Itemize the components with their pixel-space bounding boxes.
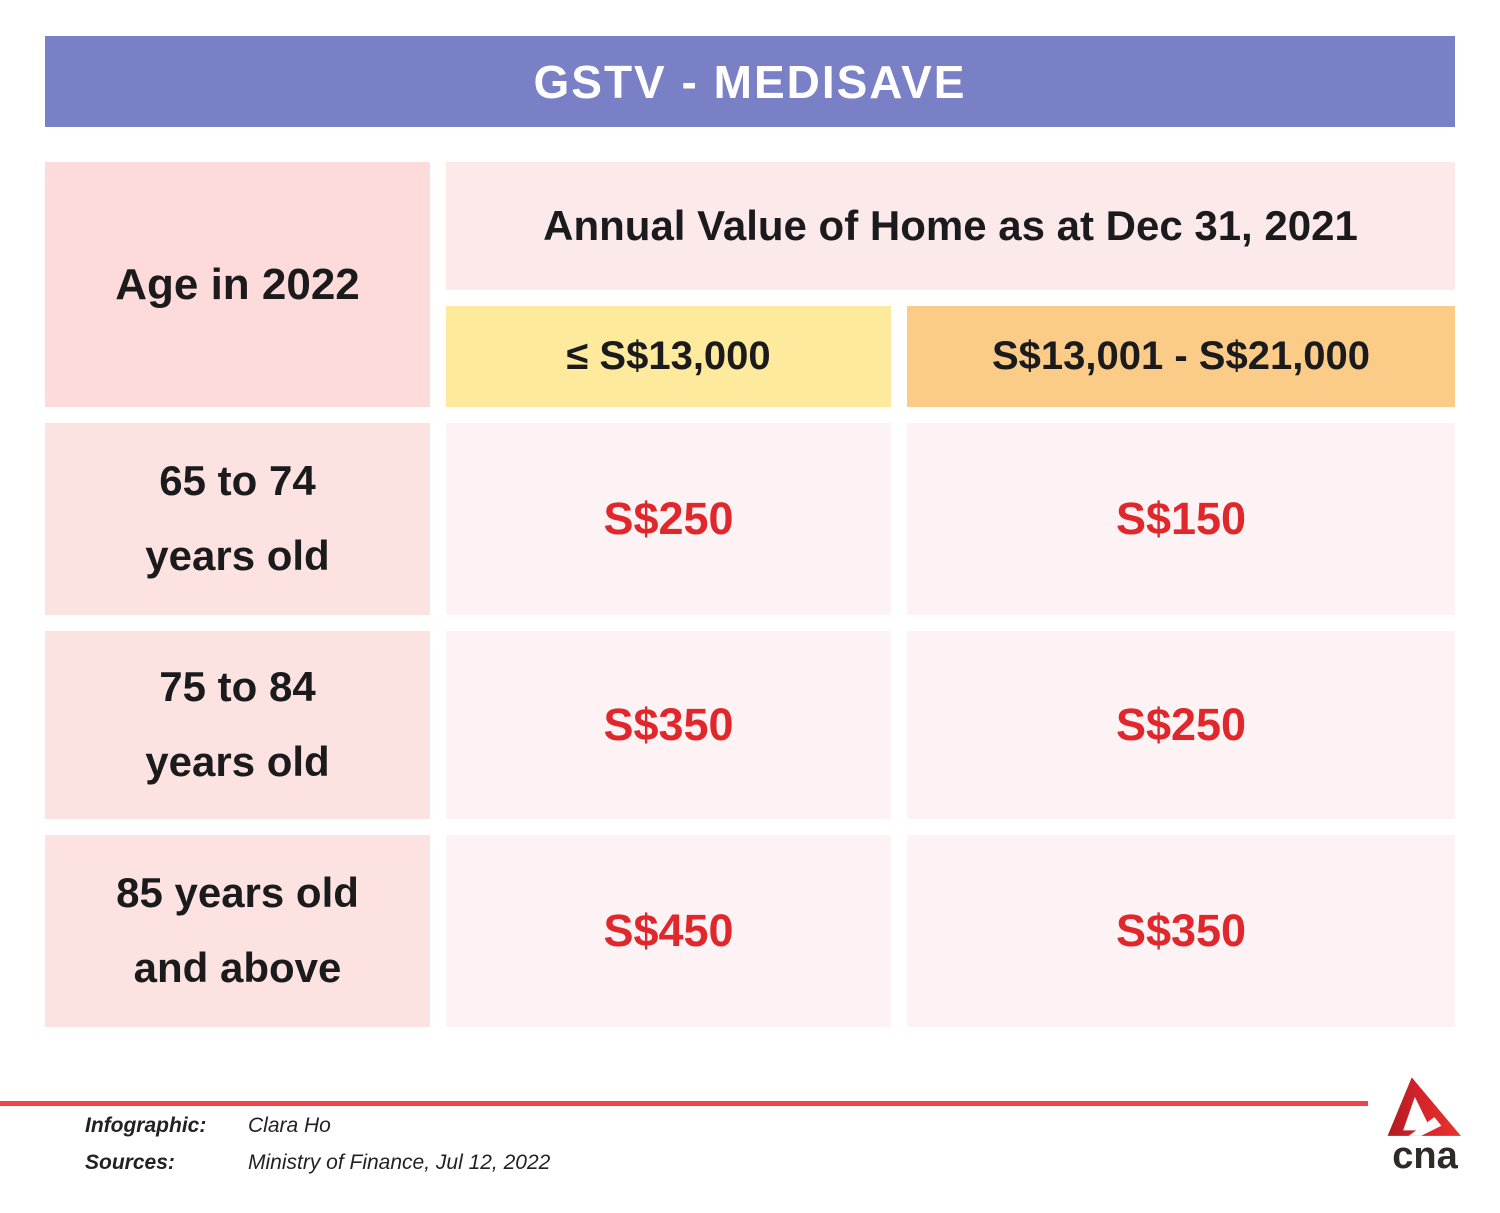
column-header-label: S$13,001 - S$21,000 bbox=[991, 334, 1371, 378]
age-label-line2: and above bbox=[133, 944, 342, 991]
sources-credit-value: Ministry of Finance, Jul 12, 2022 bbox=[248, 1151, 551, 1174]
footer-divider-line bbox=[0, 1101, 1368, 1106]
payout-value: S$350 bbox=[603, 699, 734, 750]
annual-value-group-header-label: Annual Value of Home as at Dec 31, 2021 bbox=[543, 202, 1358, 249]
payout-cell-65-74-low-av: S$250 bbox=[446, 423, 891, 615]
annual-value-group-header-cell: Annual Value of Home as at Dec 31, 2021 bbox=[446, 162, 1455, 290]
column-header-av-13000-or-less: ≤ S$13,000 bbox=[446, 306, 891, 407]
age-row-header-75-84: 75 to 84 years old bbox=[45, 631, 430, 819]
age-column-header-label: Age in 2022 bbox=[115, 259, 360, 309]
payout-value: S$250 bbox=[603, 493, 734, 544]
payout-cell-75-84-high-av: S$250 bbox=[907, 631, 1455, 819]
column-header-av-13001-21000: S$13,001 - S$21,000 bbox=[907, 306, 1455, 407]
age-label-line1: 65 to 74 bbox=[159, 457, 316, 505]
age-label-line1: 85 years old bbox=[116, 869, 359, 917]
payout-value: S$150 bbox=[1115, 493, 1247, 544]
infographic-credit-value: Clara Ho bbox=[248, 1114, 331, 1137]
age-row-header-65-74: 65 to 74 years old bbox=[45, 423, 430, 615]
age-label-line2: years old bbox=[145, 532, 330, 579]
title-banner: GSTV - MEDISAVE bbox=[45, 36, 1455, 127]
payout-value: S$250 bbox=[1115, 699, 1247, 750]
cna-logo-icon bbox=[1386, 1076, 1464, 1138]
cna-logo-wordmark: cna bbox=[1392, 1135, 1458, 1177]
age-row-header-85-above: 85 years old and above bbox=[45, 835, 430, 1027]
age-label-line1: 75 to 84 bbox=[159, 663, 316, 711]
payout-cell-65-74-high-av: S$150 bbox=[907, 423, 1455, 615]
payout-cell-85-above-low-av: S$450 bbox=[446, 835, 891, 1027]
payout-value: S$350 bbox=[1115, 905, 1247, 956]
column-header-label: ≤ S$13,000 bbox=[566, 334, 771, 378]
payout-cell-75-84-low-av: S$350 bbox=[446, 631, 891, 819]
infographic-credit-label: Infographic: bbox=[85, 1114, 207, 1137]
payout-cell-85-above-high-av: S$350 bbox=[907, 835, 1455, 1027]
sources-credit-label: Sources: bbox=[85, 1151, 175, 1174]
age-column-header-cell: Age in 2022 bbox=[45, 162, 430, 407]
gstv-medisave-table: Age in 2022 Annual Value of Home as at D… bbox=[45, 162, 1455, 1027]
payout-value: S$450 bbox=[603, 905, 734, 956]
age-label-line2: years old bbox=[145, 738, 330, 785]
page-title: GSTV - MEDISAVE bbox=[533, 55, 967, 108]
cna-logo: cna bbox=[1383, 1076, 1467, 1175]
credits: Infographic: Clara Ho Sources: Ministry … bbox=[85, 1114, 550, 1175]
